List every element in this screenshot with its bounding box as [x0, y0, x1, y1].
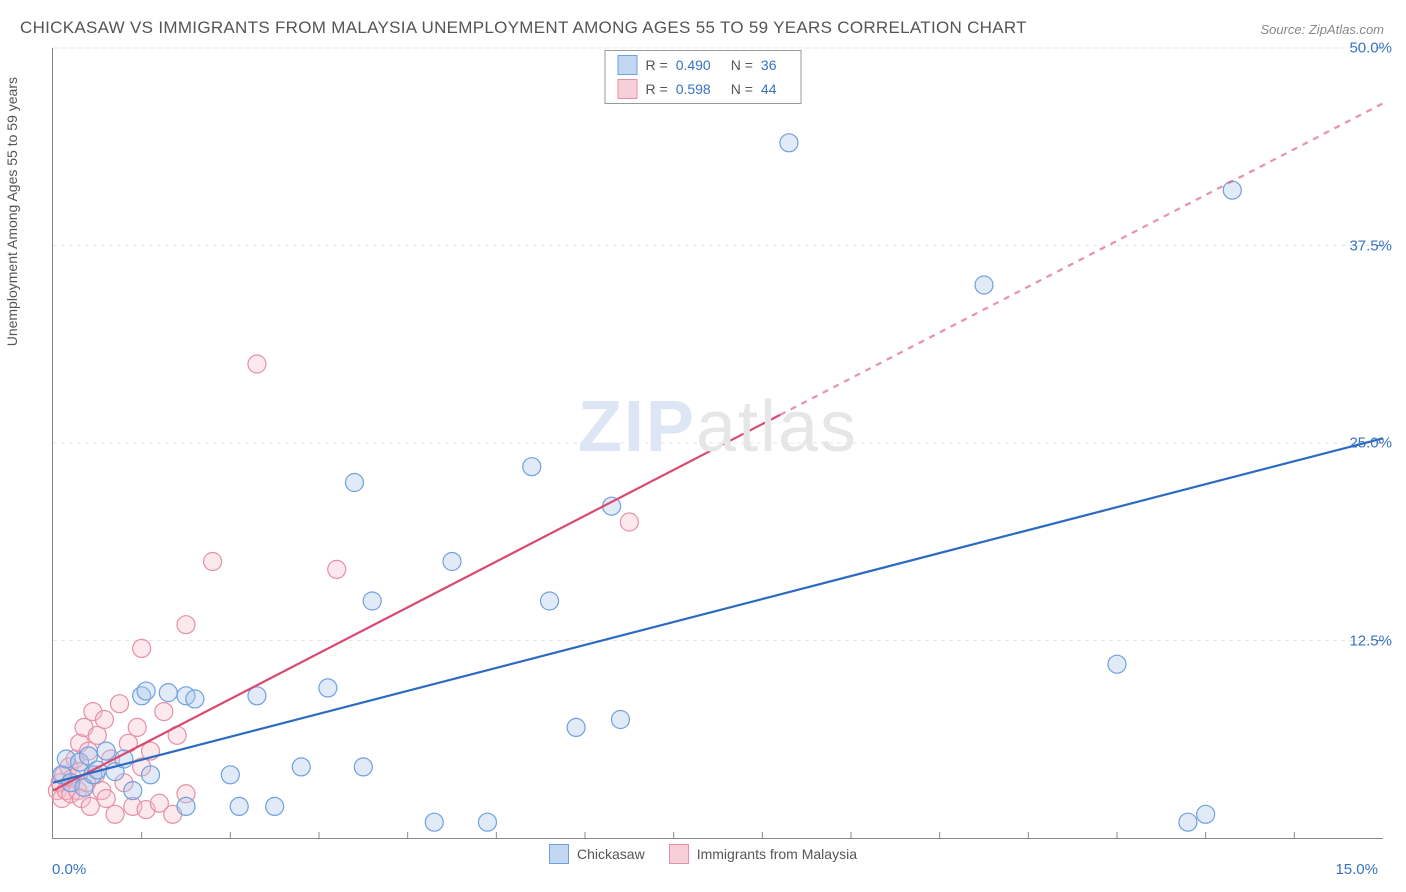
- x-axis-origin-label: 0.0%: [52, 861, 86, 878]
- series-swatch-b: [669, 844, 689, 864]
- y-tick-label: 12.5%: [1349, 632, 1392, 649]
- series-label-b: Immigrants from Malaysia: [697, 846, 857, 862]
- y-axis-label: Unemployment Among Ages 55 to 59 years: [4, 77, 20, 346]
- chart-title: CHICKASAW VS IMMIGRANTS FROM MALAYSIA UN…: [20, 18, 1027, 38]
- legend-swatch-a: [618, 55, 638, 75]
- correlation-legend: R = 0.490 N = 36 R = 0.598 N = 44: [605, 50, 802, 104]
- n-value-b: 44: [761, 81, 777, 97]
- series-legend-item-b: Immigrants from Malaysia: [669, 844, 857, 864]
- legend-row-a: R = 0.490 N = 36: [606, 53, 801, 77]
- series-swatch-a: [549, 844, 569, 864]
- plot-area: ZIPatlas: [52, 48, 1383, 839]
- x-axis-max-label: 15.0%: [1335, 861, 1378, 878]
- series-legend: Chickasaw Immigrants from Malaysia: [549, 844, 857, 864]
- legend-swatch-b: [618, 79, 638, 99]
- n-value-a: 36: [761, 57, 777, 73]
- chart-container: CHICKASAW VS IMMIGRANTS FROM MALAYSIA UN…: [0, 0, 1406, 892]
- series-legend-item-a: Chickasaw: [549, 844, 645, 864]
- series-label-a: Chickasaw: [577, 846, 645, 862]
- y-tick-label: 50.0%: [1349, 40, 1392, 57]
- r-value-a: 0.490: [676, 57, 711, 73]
- r-value-b: 0.598: [676, 81, 711, 97]
- y-tick-label: 25.0%: [1349, 435, 1392, 452]
- legend-row-b: R = 0.598 N = 44: [606, 77, 801, 101]
- source-attribution: Source: ZipAtlas.com: [1260, 22, 1384, 37]
- scatter-plot-svg: [53, 48, 1383, 838]
- y-tick-label: 37.5%: [1349, 237, 1392, 254]
